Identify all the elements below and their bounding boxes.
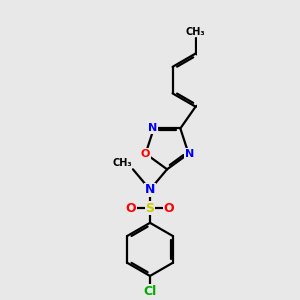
Text: O: O bbox=[141, 149, 150, 159]
Text: N: N bbox=[185, 149, 194, 159]
Text: Cl: Cl bbox=[143, 285, 157, 298]
Text: N: N bbox=[145, 183, 155, 196]
Text: CH₃: CH₃ bbox=[186, 27, 206, 37]
Text: S: S bbox=[146, 202, 154, 215]
Text: O: O bbox=[164, 202, 174, 215]
Text: N: N bbox=[148, 123, 158, 134]
Text: CH₃: CH₃ bbox=[112, 158, 132, 168]
Text: O: O bbox=[126, 202, 136, 215]
